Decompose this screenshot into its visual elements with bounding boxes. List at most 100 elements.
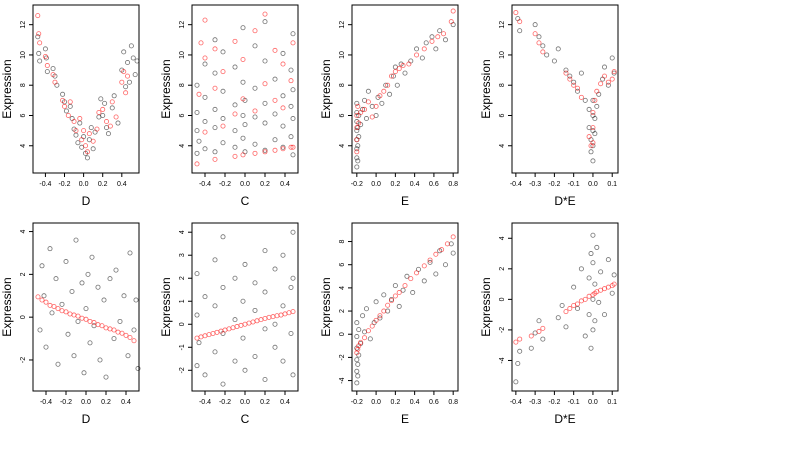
data-point xyxy=(87,318,93,324)
data-point xyxy=(75,140,81,146)
data-point xyxy=(354,125,360,131)
data-point xyxy=(77,120,83,126)
data-point xyxy=(280,105,286,111)
data-point xyxy=(37,327,43,333)
data-point xyxy=(611,272,617,278)
data-point xyxy=(242,367,248,373)
data-point xyxy=(39,263,45,269)
x-tick-label: -0.3 xyxy=(529,399,541,406)
data-point xyxy=(575,88,581,94)
data-point xyxy=(517,336,523,342)
data-point xyxy=(582,333,588,339)
data-point xyxy=(252,150,258,156)
data-point xyxy=(240,298,246,304)
data-point xyxy=(290,309,296,315)
data-point xyxy=(575,306,581,312)
data-point xyxy=(107,276,113,282)
data-point xyxy=(563,324,569,330)
data-point xyxy=(429,34,435,40)
data-point xyxy=(592,97,598,103)
data-point xyxy=(592,131,598,137)
data-point xyxy=(73,237,79,243)
data-point xyxy=(100,112,106,118)
data-point xyxy=(355,346,361,352)
series-1 xyxy=(354,22,456,170)
data-point xyxy=(379,100,385,106)
data-point xyxy=(128,43,134,49)
data-point xyxy=(400,287,406,293)
y-tick-label: 0 xyxy=(20,315,27,319)
data-point xyxy=(369,323,375,329)
data-point xyxy=(575,85,581,91)
data-point xyxy=(83,306,89,312)
y-axis-label: Expression xyxy=(0,277,14,336)
data-point xyxy=(220,234,226,240)
data-point xyxy=(220,69,226,75)
data-point xyxy=(242,261,248,267)
data-point xyxy=(377,313,383,319)
data-point xyxy=(240,79,246,85)
data-point xyxy=(354,100,360,106)
data-point xyxy=(410,290,416,296)
data-point xyxy=(59,308,65,314)
data-point xyxy=(414,52,420,58)
data-point xyxy=(437,28,443,34)
data-point xyxy=(50,72,56,78)
data-point xyxy=(258,317,264,323)
data-point xyxy=(252,108,258,114)
data-point xyxy=(592,116,598,122)
data-point xyxy=(79,137,85,143)
series-1 xyxy=(194,19,296,158)
data-point xyxy=(439,247,445,253)
x-tick-label: 0.6 xyxy=(429,181,439,188)
data-point xyxy=(280,93,286,99)
panel-5: -0.4 -0.2 0.0 0.2 0.4 -2 0 2 4 D Expression xyxy=(0,222,141,426)
data-point xyxy=(262,100,268,106)
data-point xyxy=(90,138,96,144)
plot-frame xyxy=(511,4,619,174)
data-point xyxy=(354,164,360,170)
data-point xyxy=(79,280,85,286)
data-point xyxy=(41,293,47,299)
data-point xyxy=(131,338,137,344)
data-point xyxy=(433,251,439,257)
data-point xyxy=(212,125,218,131)
x-axis-label: D*E xyxy=(554,412,575,426)
data-point xyxy=(448,19,454,25)
data-point xyxy=(611,281,617,287)
data-point xyxy=(362,106,368,112)
data-point xyxy=(262,248,268,254)
data-point xyxy=(442,37,448,43)
data-point xyxy=(272,97,278,103)
data-point xyxy=(220,140,226,146)
data-point xyxy=(272,344,278,350)
y-tick-label: -2 xyxy=(499,327,506,333)
data-point xyxy=(272,137,278,143)
data-point xyxy=(288,330,294,336)
data-point xyxy=(528,345,534,351)
x-tick-label: 0.4 xyxy=(280,399,290,406)
data-point xyxy=(433,46,439,52)
y-tick-label: 6 xyxy=(20,113,27,117)
y-axis-label: Expression xyxy=(159,59,173,118)
data-point xyxy=(50,66,56,72)
x-tick-label: 0.4 xyxy=(410,181,420,188)
data-point xyxy=(240,335,246,341)
data-point xyxy=(272,147,278,153)
data-point xyxy=(232,38,238,44)
y-tick-label: 8 xyxy=(339,83,346,87)
data-point xyxy=(354,380,360,386)
data-point xyxy=(419,55,425,61)
data-point xyxy=(84,149,90,155)
data-point xyxy=(609,55,615,61)
data-point xyxy=(240,112,246,118)
data-point xyxy=(252,85,258,91)
data-point xyxy=(396,303,402,309)
x-tick-label: 0.4 xyxy=(117,181,127,188)
data-point xyxy=(232,102,238,108)
data-point xyxy=(111,336,117,342)
y-tick-label: 12 xyxy=(339,21,346,29)
data-point xyxy=(202,17,208,23)
data-point xyxy=(119,330,125,336)
data-point xyxy=(71,312,77,318)
